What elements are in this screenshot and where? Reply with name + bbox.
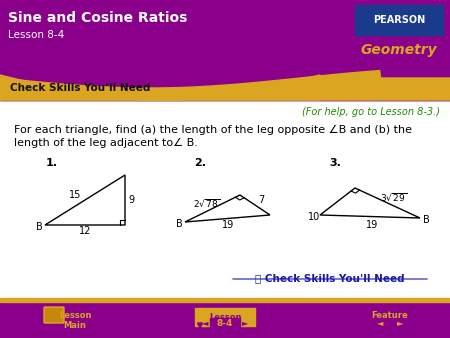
Text: B: B bbox=[423, 215, 429, 225]
Text: For each triangle, find (a) the length of the leg opposite ∠B and (b) the: For each triangle, find (a) the length o… bbox=[14, 125, 412, 135]
Bar bbox=[0, 0, 450, 100]
FancyArrow shape bbox=[198, 323, 203, 328]
Bar bbox=[355, 5, 443, 35]
Text: 12: 12 bbox=[79, 226, 91, 236]
Bar bbox=[195, 308, 255, 326]
Text: ►: ► bbox=[397, 318, 403, 328]
Polygon shape bbox=[0, 71, 450, 100]
Text: Check Skills You’ll Need: Check Skills You’ll Need bbox=[10, 83, 150, 93]
Text: 8-4: 8-4 bbox=[217, 318, 233, 328]
Text: Geometry: Geometry bbox=[361, 43, 437, 57]
Text: Sine and Cosine Ratios: Sine and Cosine Ratios bbox=[8, 11, 187, 25]
Text: Lesson 8-4: Lesson 8-4 bbox=[8, 30, 64, 40]
Text: 15: 15 bbox=[69, 190, 81, 200]
Text: 1.: 1. bbox=[46, 158, 58, 168]
Text: Feature: Feature bbox=[372, 311, 409, 319]
Text: 3$\sqrt{29}$: 3$\sqrt{29}$ bbox=[381, 191, 408, 203]
Text: 19: 19 bbox=[366, 220, 378, 230]
Text: ◄: ◄ bbox=[377, 318, 383, 328]
Text: (For help, go to Lesson 8-3.): (For help, go to Lesson 8-3.) bbox=[302, 107, 440, 117]
Text: 2.: 2. bbox=[194, 158, 206, 168]
Text: 9: 9 bbox=[128, 195, 134, 205]
Text: 2$\sqrt{78}$: 2$\sqrt{78}$ bbox=[194, 197, 220, 209]
FancyBboxPatch shape bbox=[44, 307, 64, 323]
Bar bbox=[0, 0, 450, 100]
Text: ◄: ◄ bbox=[202, 318, 208, 328]
Text: Lesson: Lesson bbox=[209, 313, 241, 321]
Text: ⓘ Check Skills You'll Need: ⓘ Check Skills You'll Need bbox=[255, 273, 405, 283]
Text: 10: 10 bbox=[308, 212, 320, 222]
Text: PEARSON: PEARSON bbox=[373, 15, 425, 25]
Bar bbox=[0, 75, 450, 100]
Text: 7: 7 bbox=[258, 195, 264, 205]
Text: 3.: 3. bbox=[329, 158, 341, 168]
Bar bbox=[210, 318, 240, 328]
Polygon shape bbox=[0, 75, 320, 100]
Text: 19: 19 bbox=[222, 220, 234, 230]
Bar bbox=[0, 298, 450, 302]
Text: B: B bbox=[36, 222, 42, 232]
Text: B: B bbox=[176, 219, 182, 229]
Text: Main: Main bbox=[63, 320, 86, 330]
Text: ►: ► bbox=[242, 318, 248, 328]
Text: length of the leg adjacent to∠ B.: length of the leg adjacent to∠ B. bbox=[14, 138, 198, 148]
Text: Lesson: Lesson bbox=[59, 311, 91, 319]
Bar bbox=[0, 300, 450, 338]
FancyBboxPatch shape bbox=[45, 309, 63, 321]
